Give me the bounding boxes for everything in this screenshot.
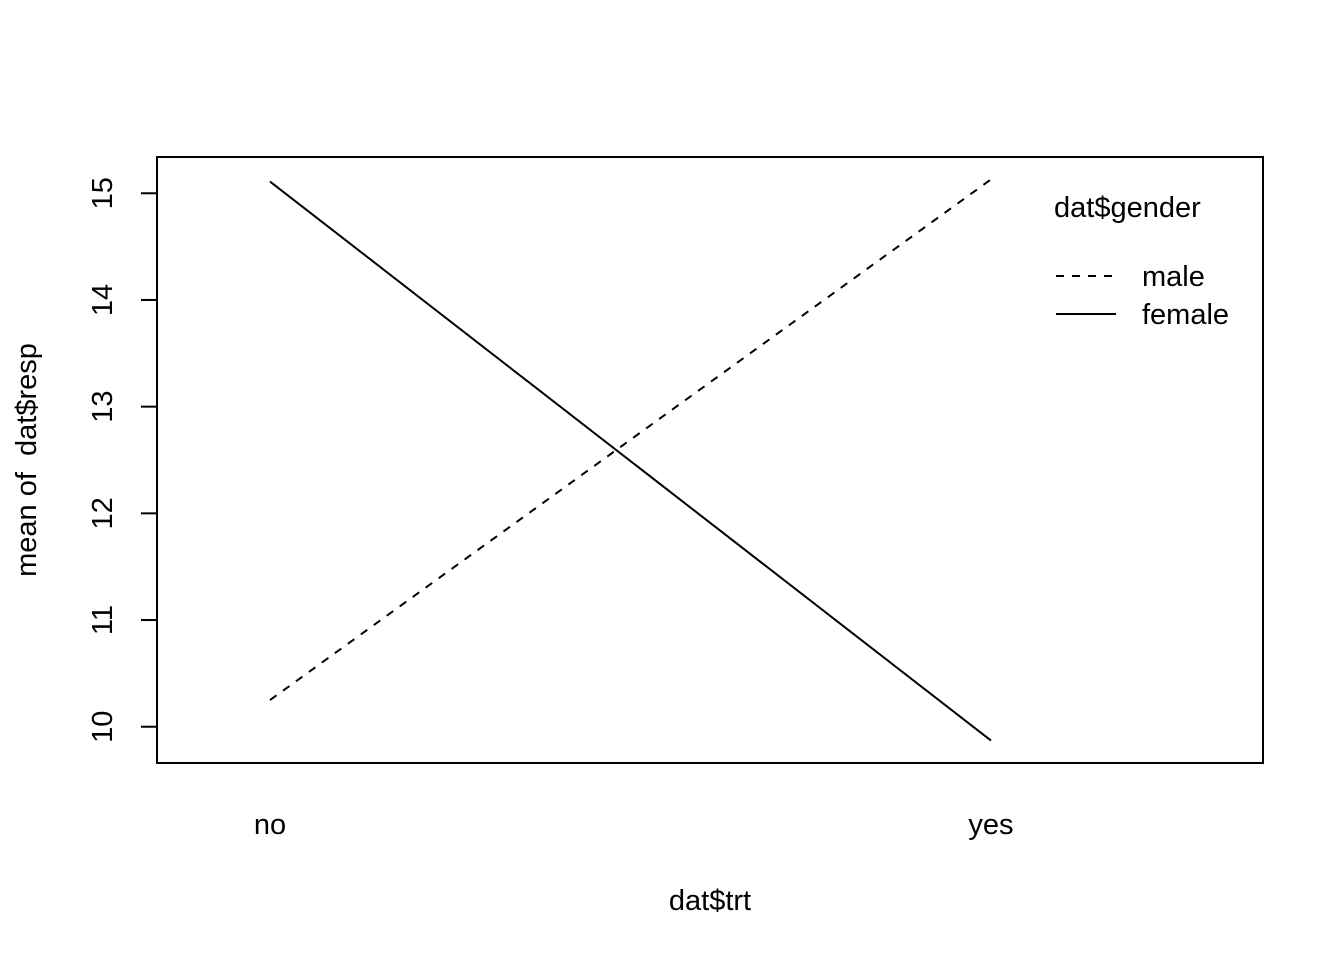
legend-label-female: female bbox=[1142, 299, 1229, 331]
y-axis: 10 11 12 13 14 15 bbox=[87, 177, 158, 743]
x-axis-title: dat$trt bbox=[669, 885, 751, 917]
x-tick-label: yes bbox=[968, 809, 1013, 841]
series-lines bbox=[269, 178, 992, 742]
y-tick-label: 14 bbox=[87, 284, 119, 316]
series-line-female bbox=[269, 180, 992, 742]
y-tick-label: 15 bbox=[87, 177, 119, 209]
y-tick-label: 10 bbox=[87, 711, 119, 743]
x-tick-label: no bbox=[254, 809, 286, 841]
x-axis-labels: no yes bbox=[254, 809, 1014, 841]
legend-label-male: male bbox=[1142, 261, 1205, 293]
series-line-male bbox=[269, 178, 992, 701]
y-tick-label: 12 bbox=[87, 497, 119, 529]
y-tick-label: 11 bbox=[87, 605, 119, 635]
y-tick-label: 13 bbox=[87, 391, 119, 423]
y-axis-title: mean of dat$resp bbox=[11, 343, 43, 577]
legend: dat$gender male female bbox=[1054, 192, 1229, 331]
legend-title: dat$gender bbox=[1054, 192, 1201, 224]
